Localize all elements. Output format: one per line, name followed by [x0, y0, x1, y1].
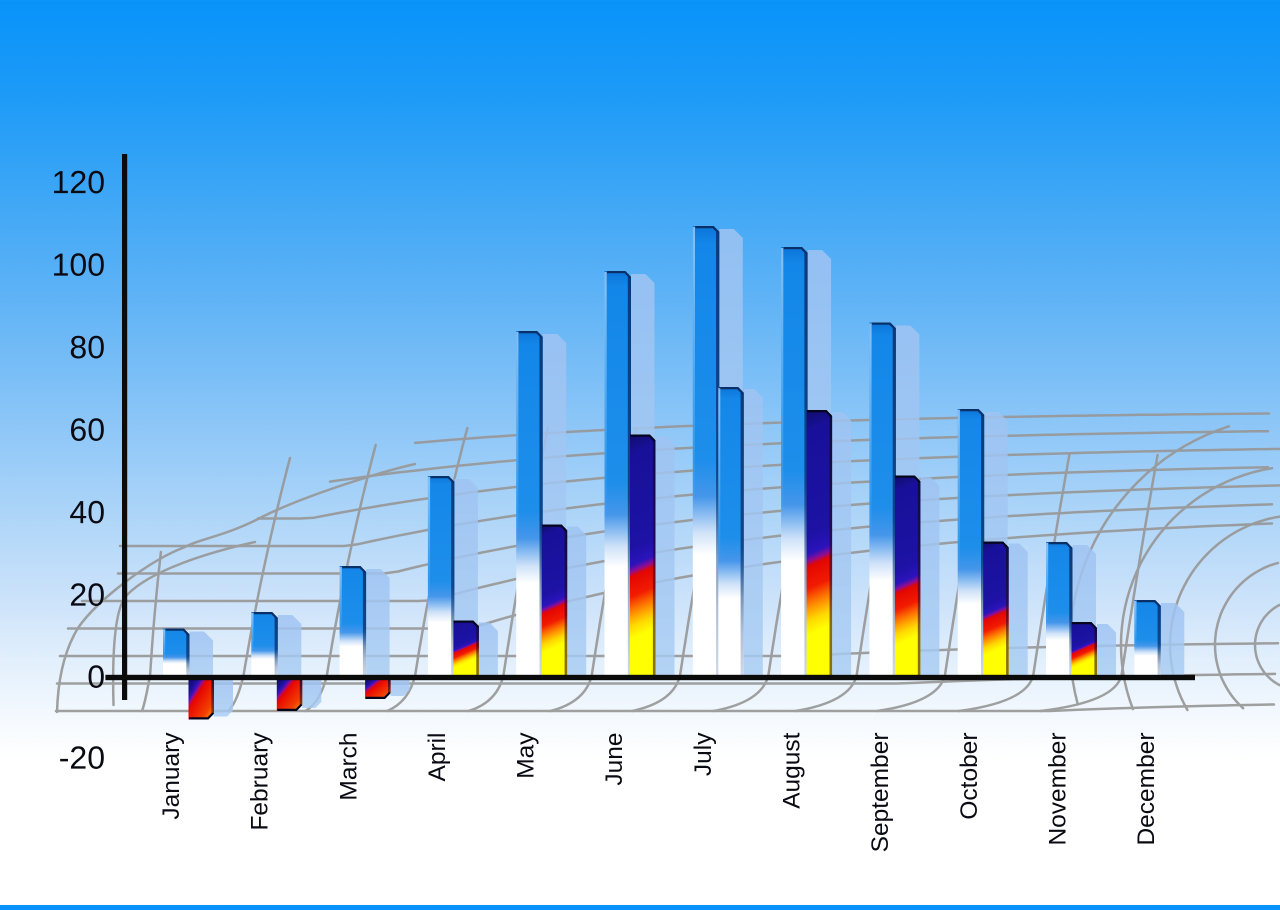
svg-text:December: December	[1133, 733, 1160, 846]
svg-text:120: 120	[52, 164, 105, 200]
svg-text:July: July	[690, 732, 717, 776]
svg-text:-20: -20	[59, 740, 105, 776]
svg-text:April: April	[424, 733, 451, 782]
svg-text:20: 20	[69, 577, 105, 613]
svg-text:June: June	[601, 733, 628, 786]
svg-text:August: August	[779, 732, 806, 808]
svg-text:February: February	[247, 732, 274, 831]
svg-text:May: May	[513, 732, 540, 779]
svg-text:60: 60	[69, 412, 105, 448]
svg-text:100: 100	[52, 247, 105, 283]
svg-text:March: March	[335, 733, 362, 801]
svg-text:80: 80	[69, 329, 105, 365]
svg-text:0: 0	[87, 659, 105, 695]
svg-text:October: October	[956, 733, 983, 820]
svg-text:January: January	[158, 732, 185, 820]
svg-text:September: September	[867, 733, 894, 853]
svg-text:November: November	[1045, 733, 1072, 846]
svg-text:40: 40	[69, 494, 105, 530]
